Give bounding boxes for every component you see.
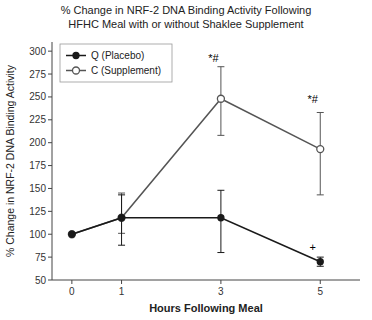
y-tick-label: 75 bbox=[35, 252, 47, 263]
x-tick-label: 5 bbox=[317, 286, 323, 297]
chart: % Change in NRF-2 DNA Binding Activity F… bbox=[0, 0, 372, 320]
error-bar-cap bbox=[217, 66, 224, 67]
y-tick bbox=[48, 96, 52, 97]
y-tick bbox=[48, 74, 52, 75]
error-bar-cap bbox=[118, 193, 125, 194]
error-bar-cap bbox=[317, 257, 324, 258]
point bbox=[119, 215, 125, 221]
title-line: HFHC Meal with or without Shaklee Supple… bbox=[68, 18, 303, 30]
legend-box bbox=[60, 44, 172, 82]
y-axis-label: % Change in NRF-2 DNA Binding Activity bbox=[4, 64, 16, 257]
y-tick-label: 150 bbox=[29, 183, 46, 194]
series bbox=[68, 190, 323, 266]
point bbox=[68, 231, 75, 238]
error-bar bbox=[217, 67, 224, 136]
annotation: *# bbox=[308, 93, 319, 105]
y-tick bbox=[48, 119, 52, 120]
plot-area bbox=[68, 67, 323, 267]
legend-marker bbox=[73, 67, 80, 74]
x-axis-label: Hours Following Meal bbox=[149, 302, 263, 314]
error-bar-stem bbox=[220, 190, 221, 252]
y-tick bbox=[48, 211, 52, 212]
error-bar-cap bbox=[217, 190, 224, 191]
x-tick-label: 0 bbox=[69, 286, 75, 297]
error-bar-cap bbox=[317, 194, 324, 195]
legend-marker bbox=[73, 53, 79, 59]
error-bar-cap bbox=[317, 266, 324, 267]
legend: Q (Placebo) C (Supplement) bbox=[60, 44, 172, 82]
y-tick-label: 225 bbox=[29, 114, 46, 125]
y-tick-label: 275 bbox=[29, 69, 46, 80]
error-bar-cap bbox=[118, 194, 125, 195]
error-bar-stem bbox=[320, 112, 321, 194]
y-tick bbox=[48, 234, 52, 235]
title: % Change in NRF-2 DNA Binding Activity F… bbox=[61, 4, 312, 30]
error-bar-cap bbox=[217, 135, 224, 136]
y-tick bbox=[48, 142, 52, 143]
y-tick bbox=[48, 51, 52, 52]
y-tick bbox=[48, 280, 52, 281]
point bbox=[317, 259, 323, 265]
x-tick bbox=[320, 280, 321, 284]
error-bar-cap bbox=[118, 245, 125, 246]
legend-label: Q (Placebo) bbox=[91, 50, 144, 61]
title-line: % Change in NRF-2 DNA Binding Activity F… bbox=[61, 4, 312, 16]
x-tick-label: 3 bbox=[218, 286, 224, 297]
x-tick bbox=[220, 280, 221, 284]
y-tick-label: 250 bbox=[29, 91, 46, 102]
y-tick-label: 175 bbox=[29, 160, 46, 171]
error-bar bbox=[118, 195, 125, 245]
legend-label: C (Supplement) bbox=[91, 65, 161, 76]
y-tick-label: 100 bbox=[29, 229, 46, 240]
error-bar-cap bbox=[317, 112, 324, 113]
error-bar bbox=[217, 190, 224, 252]
y-axis-line bbox=[52, 42, 53, 280]
y-tick-label: 50 bbox=[35, 275, 47, 286]
error-bar-cap bbox=[217, 252, 224, 253]
point bbox=[218, 215, 224, 221]
error-bar bbox=[317, 257, 324, 266]
y-tick-label: 200 bbox=[29, 137, 46, 148]
y-tick-label: 300 bbox=[29, 46, 46, 57]
series bbox=[68, 67, 323, 238]
y-tick-label: 125 bbox=[29, 206, 46, 217]
y-tick bbox=[48, 188, 52, 189]
series-line bbox=[72, 218, 320, 262]
annotation: + bbox=[310, 241, 316, 253]
x-tick-label: 1 bbox=[119, 286, 125, 297]
point bbox=[317, 146, 324, 153]
y-tick bbox=[48, 165, 52, 166]
series-line bbox=[72, 99, 320, 234]
point bbox=[69, 231, 75, 237]
point bbox=[118, 214, 125, 221]
x-axis-line bbox=[52, 280, 360, 281]
point bbox=[217, 95, 224, 102]
x-tick bbox=[121, 280, 122, 284]
y-tick bbox=[48, 257, 52, 258]
error-bar bbox=[317, 112, 324, 194]
annotation: *# bbox=[208, 52, 219, 64]
x-tick bbox=[71, 280, 72, 284]
